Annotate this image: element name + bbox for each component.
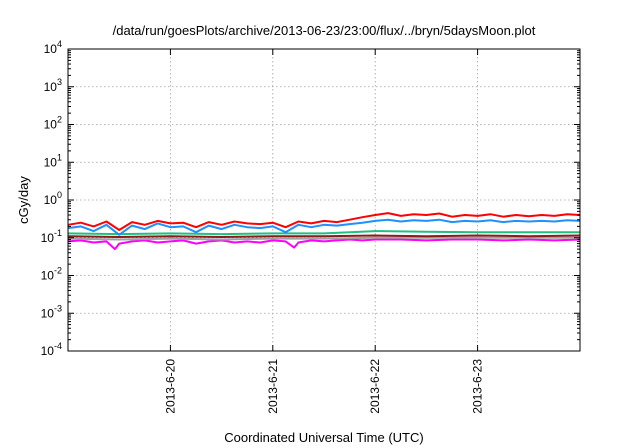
y-tick-label: 100 [44,190,62,207]
y-tick-base: 10 [41,269,55,283]
y-tick-label: 10-2 [41,266,62,283]
y-tick-exponent: -3 [54,303,62,313]
y-tick-base: 10 [44,80,58,94]
y-tick-exponent: 1 [57,152,62,162]
y-tick-exponent: -2 [54,266,62,276]
series-line-6 [67,218,581,236]
y-tick-label: 104 [44,39,62,56]
axis-ticks [68,48,580,352]
x-tick-label: 2013-6-21 [266,359,280,414]
y-tick-base: 10 [44,42,58,56]
y-tick-label: 10-1 [41,228,62,245]
series-line-3 [67,234,581,238]
chart-title: /data/run/goesPlots/archive/2013-06-23/2… [113,23,536,38]
y-tick-base: 10 [41,231,55,245]
y-tick-base: 10 [44,118,58,132]
grid-lines [68,49,580,351]
x-tick-labels: 2013-6-20 2013-6-21 2013-6-22 2013-6-23 [163,359,484,414]
y-tick-label: 10-3 [41,303,62,320]
y-tick-exponent: 2 [57,115,62,125]
y-tick-base: 10 [44,155,58,169]
x-tick-label: 2013-6-22 [368,359,382,414]
x-tick-label: 2013-6-23 [471,359,485,414]
series-line-1 [67,238,581,251]
y-tick-exponent: -1 [54,228,62,238]
series-line-5 [67,212,581,231]
y-tick-exponent: 3 [57,77,62,87]
y-tick-base: 10 [41,344,55,358]
series-line-4 [67,230,580,236]
x-axis-label: Coordinated Universal Time (UTC) [224,430,423,445]
y-tick-exponent: 4 [57,39,62,49]
y-axis-label: cGy/day [16,176,31,224]
x-tick-label: 2013-6-20 [163,359,177,414]
y-tick-label: 101 [44,152,62,169]
y-tick-base: 10 [44,193,58,207]
y-tick-exponent: 0 [57,190,62,200]
y-tick-label: 10-4 [41,341,62,358]
series-group [67,212,581,251]
y-tick-label: 102 [44,115,62,132]
y-tick-exponent: -4 [54,341,62,351]
series-line-2 [67,236,580,241]
y-tick-label: 103 [44,77,62,94]
y-tick-base: 10 [41,306,55,320]
